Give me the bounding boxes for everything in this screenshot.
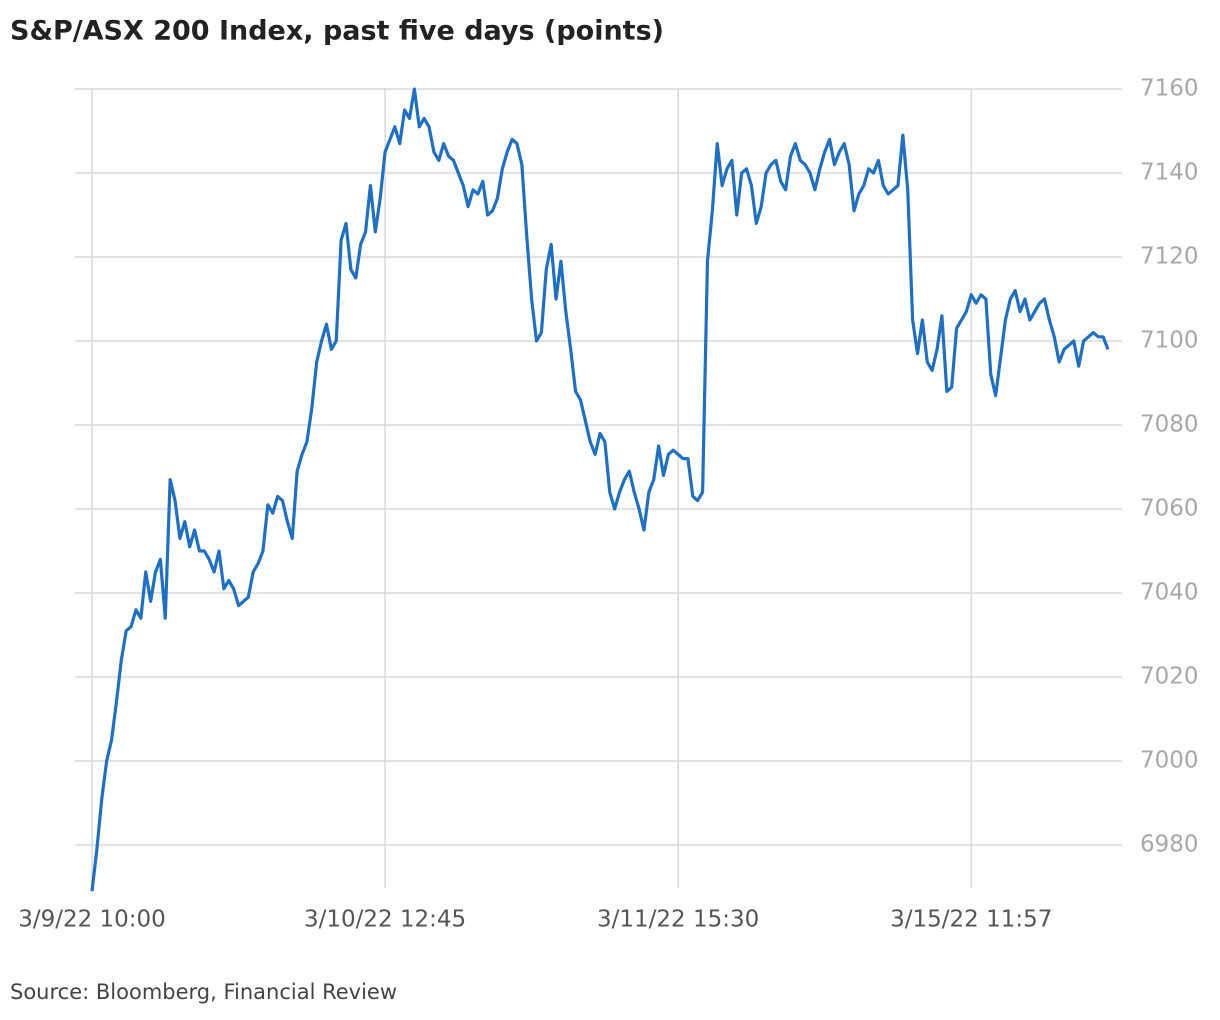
y-tick-label: 7160 [1140,76,1199,102]
y-tick-label: 7020 [1140,664,1199,690]
x-tick-label: 3/9/22 10:00 [18,907,166,933]
y-tick-label: 7040 [1140,580,1199,606]
y-tick-label: 7100 [1140,328,1199,354]
y-tick-label: 7080 [1140,412,1199,438]
y-tick-label: 7060 [1140,496,1199,522]
data-line [90,87,1110,892]
x-tick-label: 3/10/22 12:45 [304,907,466,933]
source: Source: Bloomberg, Financial Review [10,980,397,1004]
y-tick-label: 7120 [1140,244,1199,270]
x-tick-label: 3/11/22 15:30 [597,907,759,933]
chart-title: S&P/ASX 200 Index, past five days (point… [10,16,664,47]
y-tick-label: 7000 [1140,748,1199,774]
y-tick-label: 6980 [1140,832,1199,858]
y-tick-label: 7140 [1140,160,1199,186]
x-tick-label: 3/15/22 11:57 [890,907,1052,933]
